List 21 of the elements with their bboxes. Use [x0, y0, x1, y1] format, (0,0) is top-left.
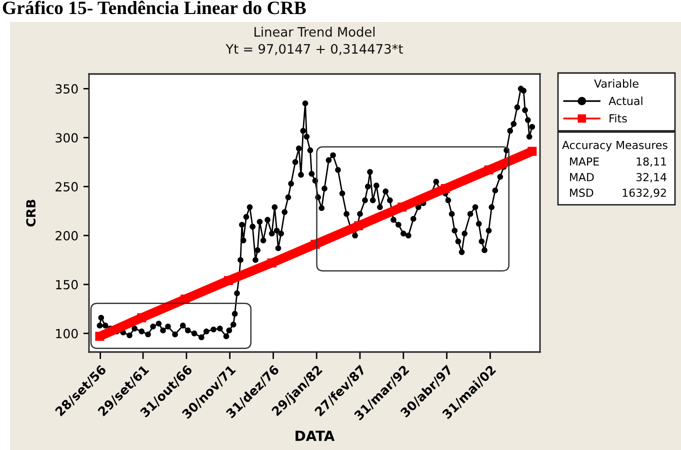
chart-subtitle: Yt = 97,0147 + 0,314473*t	[226, 44, 403, 56]
y-tick-label: 250	[56, 182, 78, 192]
legend-title: Variable	[594, 79, 638, 88]
y-tick-label: 100	[56, 328, 78, 338]
text: MAD	[570, 173, 594, 182]
text: 18,11	[636, 157, 666, 167]
legend-label: Actual	[608, 96, 642, 106]
text: 32,14	[636, 172, 666, 182]
text: MAPE	[570, 158, 599, 166]
chart-title: Linear Trend Model	[254, 26, 375, 37]
x-axis-title: DATA	[296, 430, 335, 441]
text: MSD	[570, 188, 594, 197]
legend-label: Fits	[610, 114, 627, 123]
text: 1632,92	[622, 188, 666, 198]
y-axis-title: CRB	[26, 200, 36, 227]
y-tick-label: 350	[56, 84, 78, 94]
text: Gráfico 15- Tendência Linear do CRB	[2, 0, 306, 14]
text: Accuracy Measures	[562, 141, 668, 152]
y-tick-label: 200	[56, 230, 78, 240]
y-tick-label: 150	[56, 280, 78, 290]
y-tick-label: 300	[56, 133, 78, 143]
